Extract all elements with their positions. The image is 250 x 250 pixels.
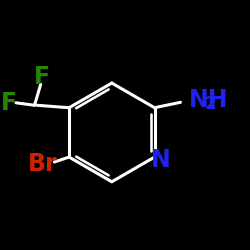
Text: NH: NH bbox=[189, 88, 228, 112]
Text: 2: 2 bbox=[204, 95, 216, 113]
Text: F: F bbox=[0, 91, 17, 115]
Text: N: N bbox=[151, 148, 171, 172]
Text: Br: Br bbox=[28, 152, 58, 176]
Text: F: F bbox=[34, 65, 50, 89]
